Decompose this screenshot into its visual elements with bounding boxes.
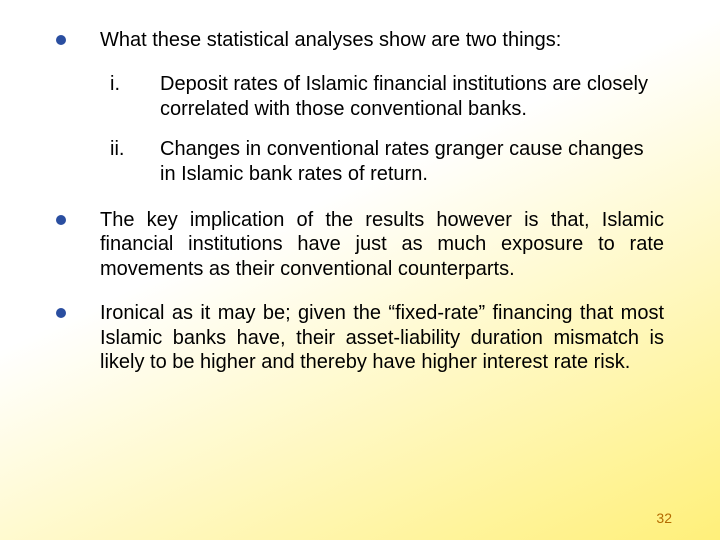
bullet-item: Ironical as it may be; given the “fixed-…	[56, 301, 664, 374]
sub-marker: ii.	[110, 137, 160, 161]
bullet-item: The key implication of the results howev…	[56, 208, 664, 281]
sub-list: i. Deposit rates of Islamic financial in…	[110, 72, 664, 186]
slide-content: What these statistical analyses show are…	[56, 28, 664, 374]
bullet-text: What these statistical analyses show are…	[100, 28, 664, 52]
bullet-item: What these statistical analyses show are…	[56, 28, 664, 52]
sub-text: Changes in conventional rates granger ca…	[160, 137, 664, 186]
sub-text: Deposit rates of Islamic financial insti…	[160, 72, 664, 121]
sub-item: ii. Changes in conventional rates grange…	[110, 137, 664, 186]
sub-marker: i.	[110, 72, 160, 96]
slide: What these statistical analyses show are…	[0, 0, 720, 540]
bullet-text: Ironical as it may be; given the “fixed-…	[100, 301, 664, 374]
bullet-icon	[56, 308, 66, 318]
bullet-text: The key implication of the results howev…	[100, 208, 664, 281]
bullet-icon	[56, 215, 66, 225]
page-number: 32	[656, 510, 672, 526]
bullet-icon	[56, 35, 66, 45]
sub-item: i. Deposit rates of Islamic financial in…	[110, 72, 664, 121]
